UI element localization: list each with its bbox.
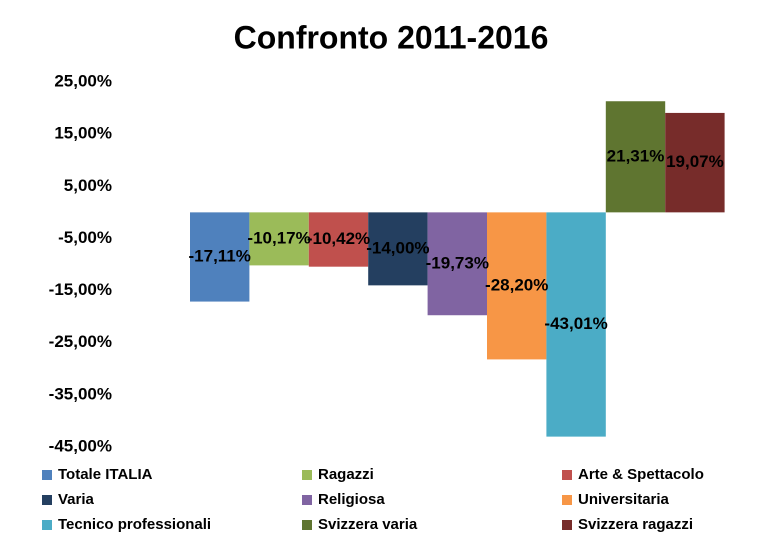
legend-swatch — [42, 470, 52, 480]
legend-label: Svizzera varia — [318, 516, 418, 533]
bar — [546, 212, 606, 437]
legend-label: Ragazzi — [318, 466, 374, 483]
bar — [605, 101, 666, 213]
legend-swatch — [42, 520, 52, 530]
data-label: -14,00% — [366, 238, 429, 257]
legend-label: Totale ITALIA — [58, 466, 153, 483]
bar — [665, 112, 725, 213]
legend-label: Arte & Spettacolo — [578, 466, 704, 483]
y-tick-label: -5,00% — [58, 228, 112, 247]
chart-title: Confronto 2011-2016 — [234, 19, 549, 55]
data-label: -17,11% — [189, 246, 251, 265]
legend-label: Universitaria — [578, 491, 670, 508]
legend-swatch — [302, 520, 312, 530]
legend-label: Svizzera ragazzi — [578, 516, 693, 533]
legend-swatch — [42, 495, 52, 505]
bar — [190, 212, 250, 302]
data-label: -10,42% — [307, 229, 370, 248]
legend-label: Religiosa — [318, 491, 385, 508]
bar — [308, 212, 369, 267]
legend-swatch — [562, 470, 572, 480]
legend-swatch — [302, 495, 312, 505]
legend-label: Tecnico professionali — [58, 516, 211, 533]
data-label: -10,17% — [247, 228, 310, 247]
data-label: -28,20% — [485, 275, 548, 294]
bar — [249, 212, 309, 266]
y-tick-label: 15,00% — [54, 124, 112, 143]
data-label: -19,73% — [426, 253, 489, 272]
legend-swatch — [562, 520, 572, 530]
data-label: -43,01% — [544, 314, 607, 333]
y-tick-label: -35,00% — [49, 384, 112, 403]
data-label: 21,31% — [607, 146, 665, 165]
legend-label: Varia — [58, 491, 95, 508]
bar — [368, 212, 428, 286]
y-tick-label: 25,00% — [54, 71, 112, 90]
y-tick-label: -45,00% — [49, 436, 112, 455]
y-tick-label: -15,00% — [49, 280, 112, 299]
bar — [487, 212, 547, 360]
legend-swatch — [302, 470, 312, 480]
bar — [427, 212, 487, 316]
legend-swatch — [562, 495, 572, 505]
data-label: 19,07% — [666, 152, 724, 171]
y-tick-label: 5,00% — [64, 176, 112, 195]
y-tick-label: -25,00% — [49, 332, 112, 351]
